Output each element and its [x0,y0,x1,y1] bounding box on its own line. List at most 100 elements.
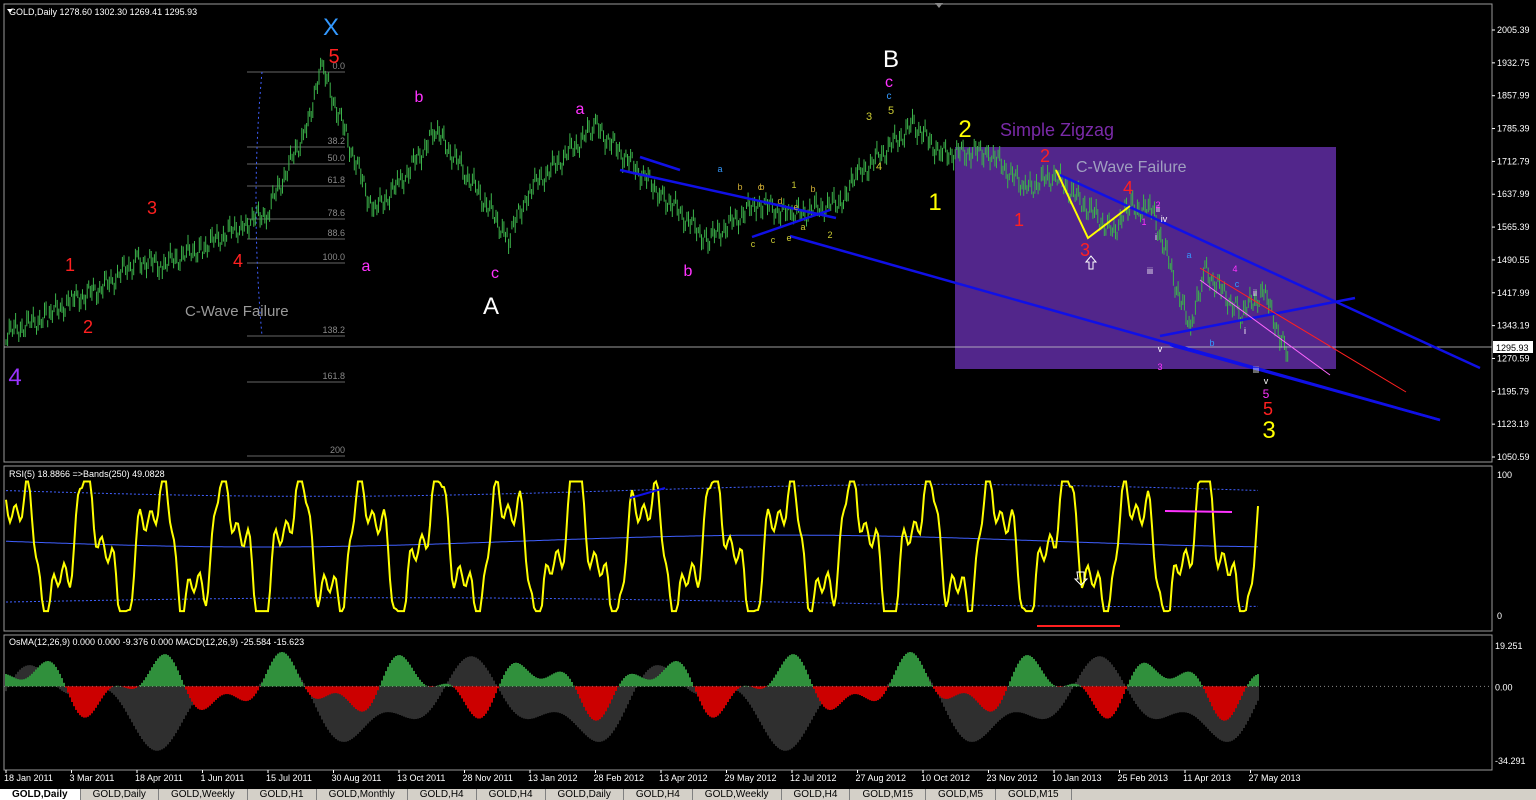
scroll-marker-icon [935,3,943,8]
wave-label: 5 [888,105,894,117]
fib-label: 38.2 [327,136,345,146]
wave-label: 1 [928,189,941,216]
subwave-label: a [1186,250,1191,260]
wave-label: 2 [958,116,971,143]
rsi-mid-band [6,534,1258,548]
price-tick: 1785.39 [1497,124,1530,134]
chart-tab-bar: GOLD,Daily GOLD,Daily GOLD,Weekly GOLD,H1 GO… [0,789,1536,800]
chart-tab-8[interactable]: GOLD,Daily [546,789,624,800]
fib-label: 161.8 [322,371,345,381]
time-tick: 3 Mar 2011 [70,773,115,783]
wave-label: 4 [233,251,243,271]
box-title: Simple Zigzag [1000,120,1114,140]
chart-tab-12[interactable]: GOLD,M15 [850,789,927,800]
wave-label: 2 [83,317,93,337]
osma-tick: 19.251 [1495,641,1523,651]
wave-label: c [491,265,499,282]
chart-tab-2[interactable]: GOLD,Daily [81,789,159,800]
wave-label: X [323,14,339,41]
price-tick: 1932.75 [1497,58,1530,68]
price-tick: 1565.39 [1497,222,1530,232]
subwave-label: c [771,235,776,245]
rsi-upper-band [6,483,1258,497]
main-header: GOLD,Daily 1278.60 1302.30 1269.41 1295.… [9,7,197,17]
subwave-label: 1 [791,180,796,190]
subwave-label: iv [1161,214,1168,224]
subwave-label: 2 [1155,200,1160,210]
subwave-label: i [1244,326,1246,336]
subwave-label: ii [1156,204,1160,214]
time-tick: 10 Oct 2012 [921,773,970,783]
price-tick: 1343.19 [1497,321,1530,331]
time-tick: 13 Apr 2012 [659,773,708,783]
price-tick: 1490.55 [1497,255,1530,265]
time-tick: 28 Nov 2011 [463,773,513,783]
rsi-lower-band [6,597,1258,608]
chart-tab-10[interactable]: GOLD,Weekly [693,789,782,800]
trendline-red [1199,267,1407,393]
time-tick: 23 Nov 2012 [987,773,1038,783]
wave-label: 5 [1263,399,1273,419]
subwave-label: c [751,239,756,249]
time-tick: 27 May 2013 [1249,773,1301,783]
chart-tab-5[interactable]: GOLD,Monthly [317,789,408,800]
wave-label: b [415,89,424,106]
subwave-label: b [737,182,742,192]
wave-label: a [576,101,585,118]
chart-tab-14[interactable]: GOLD,M15 [996,789,1072,800]
fib-label: 100.0 [322,252,345,262]
trendline-pink [1199,279,1331,376]
price-tick: 1857.99 [1497,91,1530,101]
rsi-header: RSI(5) 18.8866 =>Bands(250) 49.0828 [9,469,165,479]
rsi-line [5,479,1259,613]
trendline [1159,296,1356,338]
subwave-label: v [1158,344,1163,354]
subwave-label: a [800,222,805,232]
chart-tab-13[interactable]: GOLD,M5 [926,789,997,800]
chart-tab-7[interactable]: GOLD,H4 [477,789,546,800]
time-tick: 30 Aug 2011 [332,773,382,783]
arrow-down-icon [1073,571,1089,586]
subwave-label: 2 [827,230,832,240]
trendline [639,155,681,172]
time-tick: 18 Apr 2011 [135,773,183,783]
chart-tab-9[interactable]: GOLD,H4 [624,789,693,800]
fib-label: 61.8 [327,175,345,185]
time-tick: 11 Apr 2013 [1183,773,1231,783]
wave-label: 4 [8,364,21,391]
chart-tab-3[interactable]: GOLD,Weekly [159,789,248,800]
trendline [789,234,1441,422]
wave-label: B [883,46,899,73]
price-tick: 1712.79 [1497,156,1530,166]
collapse-icon [7,9,13,13]
wave-label: 4 [1123,178,1133,198]
rsi-magenta-line [1164,510,1233,513]
wave-label: 4 [876,161,882,173]
c-wave-failure-note: C-Wave Failure [185,303,289,320]
osma-tick: 0.00 [1495,682,1513,692]
wave-label: c [887,91,892,102]
chart-tab-6[interactable]: GOLD,H4 [408,789,477,800]
wave-label: 2 [1040,146,1050,166]
subwave-label: a [717,164,722,174]
subwave-label: v [1264,376,1269,386]
subwave-label: c [758,182,763,192]
wave-label: a [362,258,371,275]
time-tick: 13 Oct 2011 [397,773,445,783]
current-price-tag-bg [1493,340,1533,353]
chart-tab-4[interactable]: GOLD,H1 [248,789,317,800]
trendline [619,168,837,220]
subwave-label: b [1209,338,1214,348]
candles [5,57,1289,362]
trendline [751,208,831,239]
time-tick: 15 Jul 2011 [266,773,312,783]
price-tick: 1417.99 [1497,288,1530,298]
chart-tab-1[interactable]: GOLD,Daily [0,789,81,800]
time-tick: 25 Feb 2013 [1118,773,1169,783]
panel-frame-1 [3,3,1493,463]
fib-label: 50.0 [327,153,345,163]
price-tick: 1123.19 [1497,419,1529,429]
current-price-tag: 1295.93 [1496,343,1529,353]
chart-tab-11[interactable]: GOLD,H4 [782,789,851,800]
